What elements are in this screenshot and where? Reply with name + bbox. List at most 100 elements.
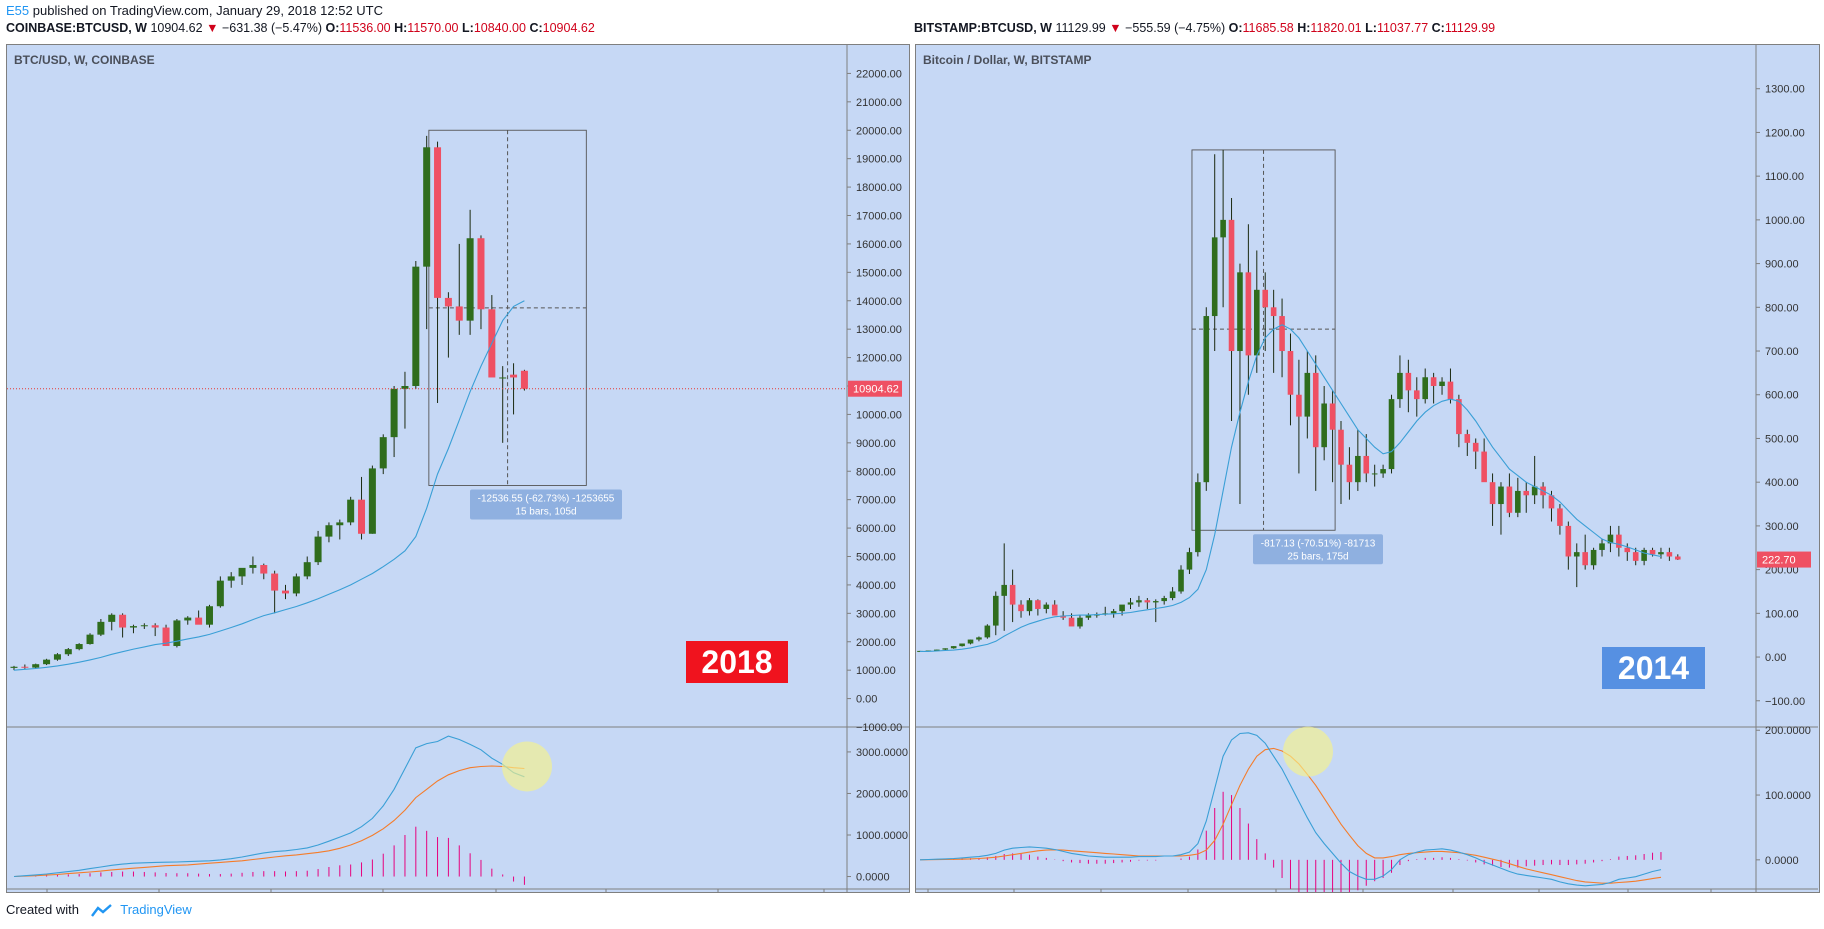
candle-up — [43, 659, 51, 665]
candle-up — [216, 580, 224, 607]
macd-line — [13, 735, 525, 878]
candle-down — [455, 306, 463, 321]
candle-down — [1296, 394, 1302, 417]
candle-up — [184, 617, 192, 621]
candle-down — [1245, 272, 1252, 356]
measure-label-box — [470, 489, 622, 520]
candle-down — [1413, 390, 1420, 400]
candle-up — [976, 637, 982, 640]
year-badge-label: 2018 — [701, 644, 772, 680]
author-link[interactable]: E55 — [6, 3, 30, 18]
candle-up — [1085, 615, 1092, 618]
candle-down — [1675, 556, 1681, 560]
measure-label-box — [1253, 534, 1383, 565]
candle-up — [1439, 381, 1445, 386]
candle-up — [1515, 490, 1521, 513]
crossover-highlight — [1283, 726, 1333, 777]
y-tick-label: 0.00 — [1765, 652, 1786, 664]
candle-up — [1001, 584, 1007, 596]
candle-up — [984, 625, 991, 638]
y-tick-label: 900.00 — [1765, 259, 1799, 271]
measure-label-change: -817.13 (-70.51%) -81713 — [1261, 538, 1376, 549]
candle-up — [1355, 455, 1361, 483]
y-tick-label: 14000.00 — [856, 296, 902, 308]
measure-label-change: -12536.55 (-62.73%) -1253655 — [478, 493, 615, 504]
y-tick-label: 400.00 — [1765, 477, 1799, 489]
y-tick-label: 6000.00 — [856, 523, 896, 535]
y-tick-label: 1000.00 — [1765, 215, 1805, 227]
candle-up — [1590, 549, 1597, 566]
candle-up — [347, 499, 355, 523]
chart-panel-2018[interactable]: BTC/USD, W, COINBASE −1000.00 0.00 1000.00 2… — [6, 44, 910, 907]
legend-price: 11129.99 — [1055, 21, 1106, 35]
candle-up — [379, 437, 387, 469]
candle-down — [1624, 547, 1631, 553]
candle-up — [1573, 552, 1580, 557]
candle-up — [390, 388, 398, 438]
candle-up — [967, 639, 974, 644]
y-tick-label: 600.00 — [1765, 390, 1799, 402]
moving-average-line — [920, 324, 1662, 652]
y-tick-label: 1300.00 — [1765, 84, 1805, 96]
candle-down — [520, 370, 528, 389]
candle-up — [1178, 569, 1184, 592]
candle-down — [1456, 399, 1462, 435]
y-tick-label: 7000.00 — [856, 495, 896, 507]
candle-up — [950, 646, 957, 649]
candle-up — [140, 625, 148, 627]
candle-up — [292, 576, 300, 594]
candle-down — [1228, 219, 1235, 352]
y-tick-label: 9000.00 — [856, 438, 896, 450]
candle-up — [1388, 399, 1395, 470]
candle-up — [64, 649, 72, 655]
chart-svg-2014[interactable]: Bitcoin / Dollar, W, BITSTAMP −100.00 0.00… — [916, 45, 1819, 908]
moving-average-line — [13, 300, 525, 671]
candle-up — [75, 644, 83, 650]
candle-up — [97, 621, 105, 635]
candle-up — [1110, 611, 1117, 614]
candle-up — [205, 606, 213, 625]
down-arrow-icon: ▼ — [206, 21, 219, 35]
candle-down — [1447, 381, 1454, 400]
candle-up — [108, 614, 116, 622]
candle-up — [1211, 237, 1218, 317]
y-tick-label: 18000.00 — [856, 182, 902, 194]
candle-up — [129, 626, 137, 628]
candle-down — [151, 625, 159, 628]
candle-down — [1557, 508, 1563, 526]
candle-up — [1380, 469, 1386, 474]
candle-up — [934, 649, 940, 651]
candle-up — [1169, 591, 1176, 599]
y-tick-label: 1200.00 — [1765, 127, 1805, 139]
y-tick-label: −100.00 — [1765, 696, 1805, 708]
candle-down — [1068, 617, 1075, 627]
legend-price: 10904.62 — [150, 21, 203, 35]
macd-line — [919, 732, 1662, 887]
legend-low-label: L: — [1365, 21, 1377, 35]
chart-panel-2014[interactable]: Bitcoin / Dollar, W, BITSTAMP −100.00 0.00… — [915, 44, 1820, 908]
candle-down — [1430, 377, 1437, 386]
y-tick-label: −1000.00 — [856, 722, 902, 734]
osc-tick-label: 100.0000 — [1765, 790, 1811, 802]
candle-up — [1371, 473, 1378, 475]
candle-up — [1136, 600, 1142, 603]
candle-down — [1262, 289, 1269, 308]
chart-svg-2018[interactable]: BTC/USD, W, COINBASE −1000.00 0.00 1000.00 2… — [7, 45, 909, 907]
legend-close-label: C: — [529, 21, 543, 35]
signal-line — [13, 765, 525, 878]
y-tick-label: 500.00 — [1765, 433, 1799, 445]
candle-down — [1464, 434, 1471, 443]
candle-up — [401, 386, 409, 389]
candle-down — [1009, 584, 1016, 605]
legend-close-label: C: — [1431, 21, 1445, 35]
candle-down — [1338, 429, 1344, 465]
legend-close: 10904.62 — [542, 21, 595, 35]
y-tick-label: 13000.00 — [856, 324, 902, 336]
candle-up — [1195, 482, 1201, 553]
down-arrow-icon: ▼ — [1109, 21, 1122, 35]
candle-down — [1346, 464, 1353, 483]
tradingview-link[interactable]: TradingView — [120, 902, 192, 917]
y-tick-label: 800.00 — [1765, 302, 1799, 314]
candle-down — [1018, 604, 1024, 612]
candle-up — [1237, 272, 1243, 352]
